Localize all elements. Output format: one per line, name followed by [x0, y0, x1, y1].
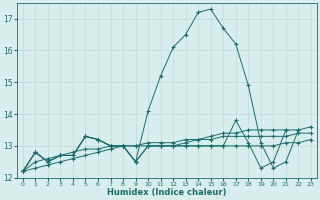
- X-axis label: Humidex (Indice chaleur): Humidex (Indice chaleur): [107, 188, 227, 197]
